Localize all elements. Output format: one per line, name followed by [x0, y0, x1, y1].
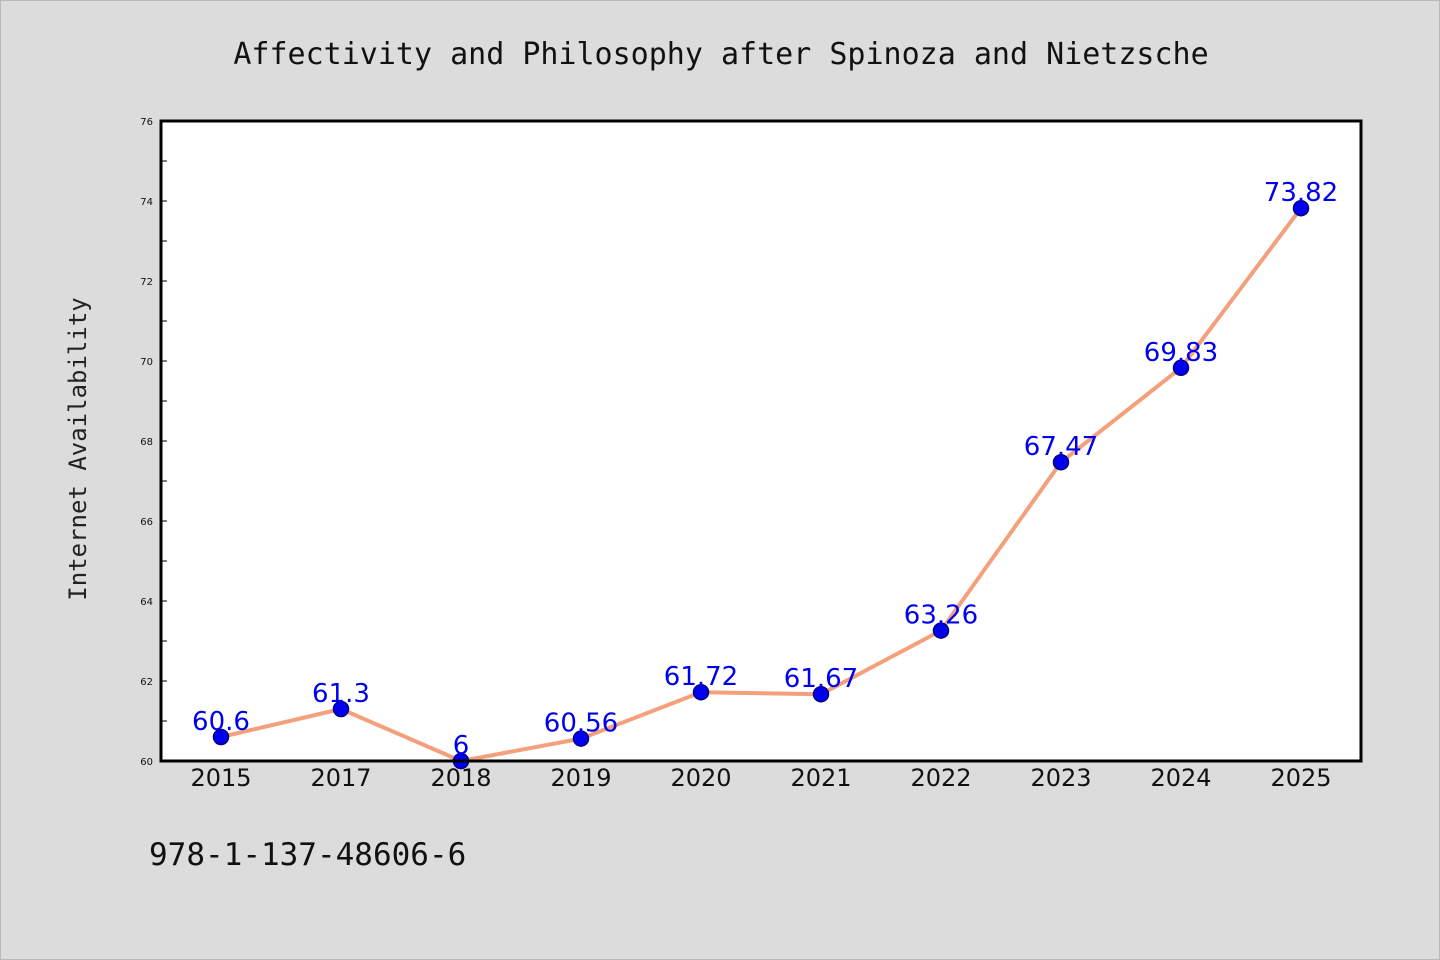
x-tick-label: 2023 [1030, 764, 1091, 792]
y-tick-label: 60 [140, 757, 153, 768]
data-point-marker [812, 685, 830, 703]
data-point-marker [1292, 199, 1310, 217]
y-axis-label: Internet Availability [64, 297, 92, 600]
y-axis-ticks: 60 62 64 66 68 70 72 74 76 [140, 117, 167, 768]
y-tick-label: 68 [140, 437, 153, 448]
data-point-marker [932, 622, 950, 639]
data-value-label: 69.83 [1144, 338, 1218, 368]
isbn-text: 978-1-137-48606-6 [149, 837, 466, 873]
data-value-label: 61.3 [312, 679, 370, 709]
y-tick-label: 70 [140, 357, 153, 368]
series-line [219, 206, 1303, 763]
data-value-label: 61.67 [784, 664, 858, 694]
plot-frame [159, 119, 1363, 763]
x-tick-label: 2021 [790, 764, 851, 792]
x-tick-label: 2025 [1270, 764, 1331, 792]
x-tick-label: 2024 [1150, 764, 1211, 792]
y-tick-label: 76 [140, 117, 153, 128]
x-axis-ticks: 2015 2017 2018 2019 2020 2021 2022 2023 2024 2025 [190, 764, 1331, 792]
y-tick-label: 72 [140, 277, 153, 288]
data-value-label: 60.6 [192, 707, 250, 737]
data-point-marker [692, 683, 710, 701]
x-tick-label: 2019 [550, 764, 611, 792]
data-value-label: 61.72 [664, 662, 738, 692]
y-tick-label: 66 [140, 517, 153, 528]
data-point-marker [212, 728, 230, 746]
data-labels: 60.6 61.3 6 60.56 61.72 61.67 63.26 67.47 69.83 7… [192, 178, 1338, 761]
x-tick-label: 2022 [910, 764, 971, 792]
data-point-marker [1052, 453, 1070, 471]
data-value-label: 67.47 [1024, 432, 1098, 462]
data-point-marker [332, 700, 350, 718]
y-tick-label: 74 [140, 197, 153, 208]
series-line-group [219, 206, 1303, 763]
y-tick-label: 62 [140, 677, 153, 688]
x-tick-label: 2020 [670, 764, 731, 792]
data-value-label: 73.82 [1264, 178, 1338, 208]
data-value-label: 60.56 [544, 709, 618, 739]
data-value-label: 63.26 [904, 601, 978, 631]
y-tick-label: 64 [140, 597, 153, 608]
data-point-marker [572, 730, 590, 747]
data-point-marker [1172, 359, 1190, 377]
plot-area [161, 121, 1361, 761]
data-value-label: 6 [453, 731, 470, 761]
x-tick-label: 2015 [190, 764, 251, 792]
x-tick-label: 2017 [310, 764, 371, 792]
chart-title: Affectivity and Philosophy after Spinoza… [233, 37, 1208, 72]
